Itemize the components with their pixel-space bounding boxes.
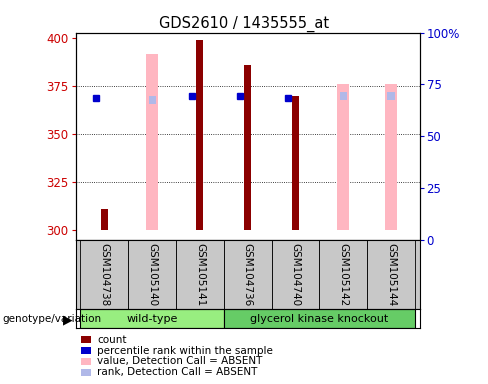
Text: GSM104736: GSM104736 [243, 243, 253, 307]
Text: glycerol kinase knockout: glycerol kinase knockout [250, 314, 388, 324]
Text: genotype/variation: genotype/variation [2, 314, 102, 324]
Text: percentile rank within the sample: percentile rank within the sample [97, 346, 273, 356]
Bar [146, 54, 158, 230]
Bar [387, 92, 395, 100]
Bar [244, 65, 251, 230]
Bar [337, 84, 349, 230]
Bar [148, 96, 156, 104]
Bar [271, 240, 319, 309]
Text: GSM105142: GSM105142 [338, 243, 348, 307]
Text: value, Detection Call = ABSENT: value, Detection Call = ABSENT [97, 356, 263, 366]
Text: ▶: ▶ [62, 313, 72, 326]
Text: GSM105140: GSM105140 [147, 243, 157, 306]
Bar [81, 309, 224, 328]
Bar [176, 240, 224, 309]
Bar [385, 84, 397, 230]
Text: count: count [97, 335, 126, 345]
Text: GDS2610 / 1435555_at: GDS2610 / 1435555_at [159, 15, 329, 31]
Text: wild-type: wild-type [126, 314, 178, 324]
Text: GSM105144: GSM105144 [386, 243, 396, 307]
Bar [81, 240, 128, 309]
Bar [367, 240, 415, 309]
Text: rank, Detection Call = ABSENT: rank, Detection Call = ABSENT [97, 367, 258, 377]
Bar [292, 96, 299, 230]
Bar [319, 240, 367, 309]
Bar [196, 40, 203, 230]
Bar [128, 240, 176, 309]
Text: GSM105141: GSM105141 [195, 243, 205, 307]
Bar [224, 240, 271, 309]
Text: GSM104738: GSM104738 [100, 243, 109, 307]
Text: GSM104740: GSM104740 [290, 243, 301, 306]
Bar [101, 209, 108, 230]
Bar [340, 92, 347, 100]
Bar [224, 309, 415, 328]
